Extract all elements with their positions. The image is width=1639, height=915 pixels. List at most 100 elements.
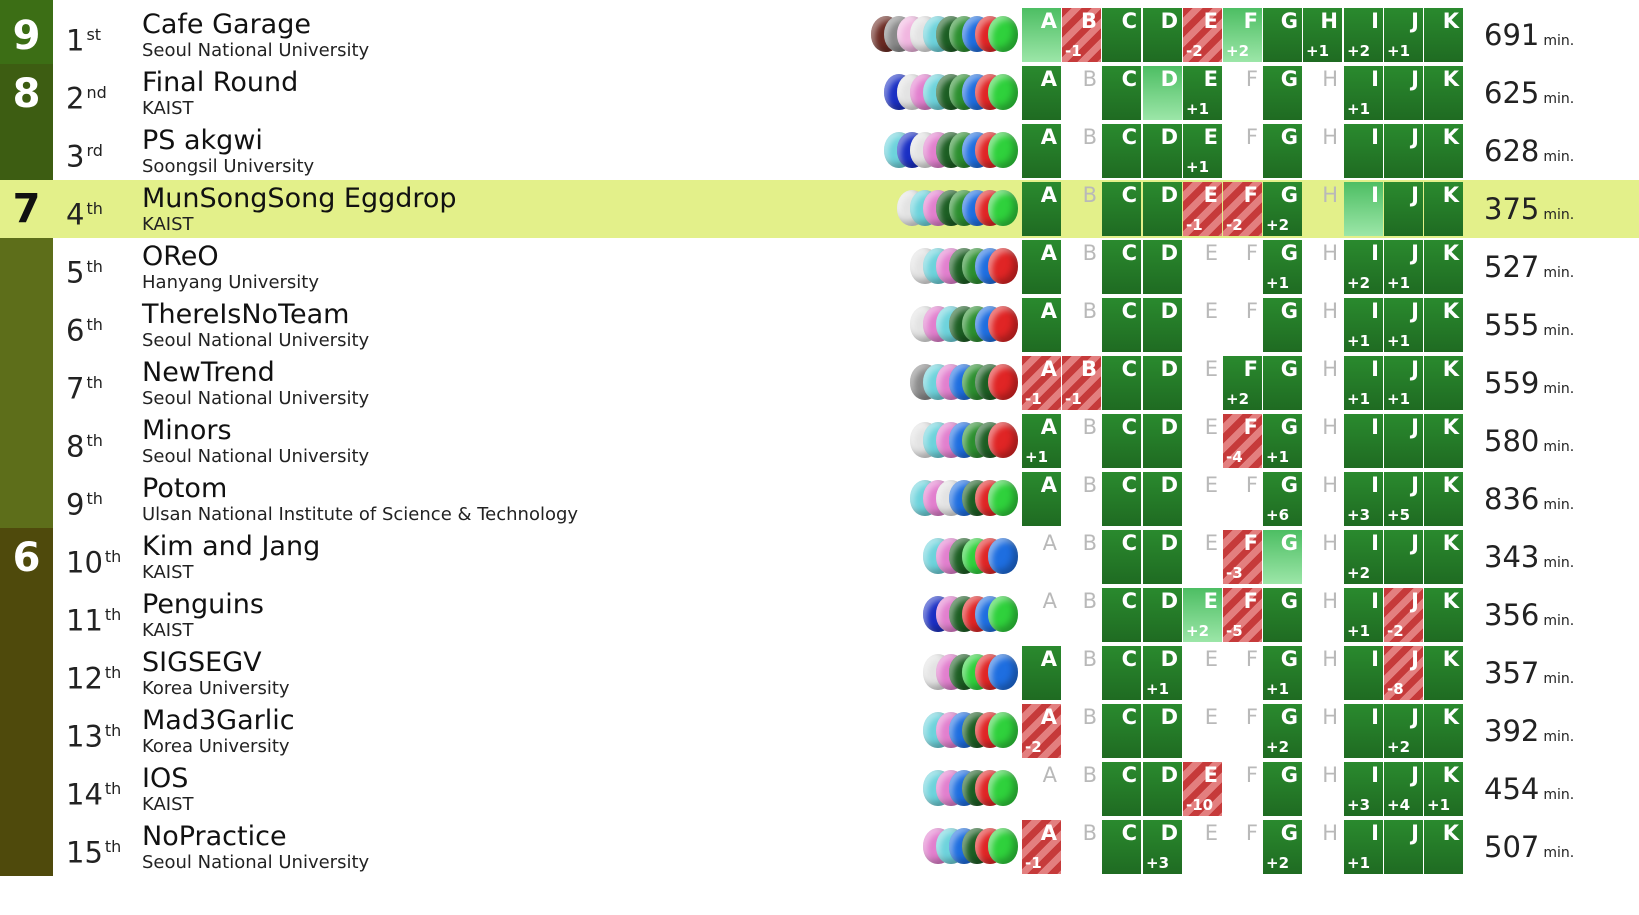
problem-cell[interactable]: B — [1062, 530, 1101, 584]
problem-cell[interactable]: I +1 — [1344, 356, 1383, 410]
problem-cell[interactable]: J +4 — [1384, 762, 1423, 816]
problem-cell[interactable]: K — [1424, 298, 1463, 352]
problem-cell[interactable]: C — [1102, 66, 1141, 120]
problem-cell[interactable]: K — [1424, 414, 1463, 468]
problem-cell[interactable]: A — [1022, 182, 1061, 236]
problem-cell[interactable]: I +1 — [1344, 298, 1383, 352]
problem-cell[interactable]: A — [1022, 66, 1061, 120]
problem-cell[interactable]: I — [1344, 124, 1383, 178]
problem-cell[interactable]: C — [1102, 182, 1141, 236]
problem-cell[interactable]: C — [1102, 414, 1141, 468]
problem-cell[interactable]: C — [1102, 298, 1141, 352]
problem-cell[interactable]: D — [1143, 182, 1182, 236]
problem-cell[interactable]: J -8 — [1384, 646, 1423, 700]
problem-cell[interactable]: I — [1344, 182, 1383, 236]
problem-cell[interactable]: K — [1424, 530, 1463, 584]
problem-cell[interactable]: H — [1303, 762, 1342, 816]
problem-cell[interactable]: H — [1303, 356, 1342, 410]
problem-cell[interactable]: B — [1062, 298, 1101, 352]
problem-cell[interactable]: D — [1143, 472, 1182, 526]
problem-cell[interactable]: E -2 — [1183, 8, 1222, 62]
problem-cell[interactable]: E — [1183, 530, 1222, 584]
problem-cell[interactable]: B — [1062, 762, 1101, 816]
problem-cell[interactable]: K — [1424, 646, 1463, 700]
problem-cell[interactable]: B — [1062, 240, 1101, 294]
problem-cell[interactable]: I +2 — [1344, 8, 1383, 62]
problem-cell[interactable]: C — [1102, 762, 1141, 816]
problem-cell[interactable]: F — [1223, 124, 1262, 178]
problem-cell[interactable]: J +1 — [1384, 356, 1423, 410]
problem-cell[interactable]: B — [1062, 414, 1101, 468]
problem-cell[interactable]: A — [1022, 472, 1061, 526]
problem-cell[interactable]: G — [1263, 588, 1302, 642]
problem-cell[interactable]: G — [1263, 124, 1302, 178]
problem-cell[interactable]: D — [1143, 8, 1182, 62]
problem-cell[interactable]: E +1 — [1183, 66, 1222, 120]
problem-cell[interactable]: H — [1303, 472, 1342, 526]
problem-cell[interactable]: C — [1102, 588, 1141, 642]
problem-cell[interactable]: H — [1303, 646, 1342, 700]
problem-cell[interactable]: H — [1303, 820, 1342, 874]
problem-cell[interactable]: J +1 — [1384, 240, 1423, 294]
problem-cell[interactable]: B — [1062, 124, 1101, 178]
problem-cell[interactable]: A -2 — [1022, 704, 1061, 758]
problem-cell[interactable]: J +1 — [1384, 298, 1423, 352]
problem-cell[interactable]: F — [1223, 704, 1262, 758]
problem-cell[interactable]: D — [1143, 530, 1182, 584]
problem-cell[interactable]: K — [1424, 66, 1463, 120]
problem-cell[interactable]: F — [1223, 646, 1262, 700]
problem-cell[interactable]: F — [1223, 820, 1262, 874]
problem-cell[interactable]: C — [1102, 646, 1141, 700]
problem-cell[interactable]: K — [1424, 182, 1463, 236]
problem-cell[interactable]: E — [1183, 472, 1222, 526]
problem-cell[interactable]: I +3 — [1344, 762, 1383, 816]
problem-cell[interactable]: B — [1062, 182, 1101, 236]
problem-cell[interactable]: G — [1263, 66, 1302, 120]
problem-cell[interactable]: A -1 — [1022, 820, 1061, 874]
problem-cell[interactable]: I +1 — [1344, 588, 1383, 642]
problem-cell[interactable]: A -1 — [1022, 356, 1061, 410]
problem-cell[interactable]: H — [1303, 124, 1342, 178]
problem-cell[interactable]: D — [1143, 588, 1182, 642]
problem-cell[interactable]: I +2 — [1344, 530, 1383, 584]
problem-cell[interactable]: I — [1344, 704, 1383, 758]
problem-cell[interactable]: B — [1062, 588, 1101, 642]
problem-cell[interactable]: C — [1102, 240, 1141, 294]
problem-cell[interactable]: A — [1022, 124, 1061, 178]
problem-cell[interactable]: K — [1424, 472, 1463, 526]
problem-cell[interactable]: J — [1384, 124, 1423, 178]
problem-cell[interactable]: F — [1223, 298, 1262, 352]
problem-cell[interactable]: F -2 — [1223, 182, 1262, 236]
problem-cell[interactable]: G +1 — [1263, 414, 1302, 468]
problem-cell[interactable]: B — [1062, 646, 1101, 700]
problem-cell[interactable]: C — [1102, 356, 1141, 410]
problem-cell[interactable]: I +1 — [1344, 820, 1383, 874]
problem-cell[interactable]: G +2 — [1263, 704, 1302, 758]
problem-cell[interactable]: F +2 — [1223, 8, 1262, 62]
problem-cell[interactable]: E -1 — [1183, 182, 1222, 236]
problem-cell[interactable]: I — [1344, 414, 1383, 468]
problem-cell[interactable]: H — [1303, 414, 1342, 468]
problem-cell[interactable]: A — [1022, 240, 1061, 294]
problem-cell[interactable]: K — [1424, 8, 1463, 62]
problem-cell[interactable]: J +5 — [1384, 472, 1423, 526]
problem-cell[interactable]: B — [1062, 66, 1101, 120]
problem-cell[interactable]: I +2 — [1344, 240, 1383, 294]
problem-cell[interactable]: F +2 — [1223, 356, 1262, 410]
problem-cell[interactable]: E — [1183, 704, 1222, 758]
problem-cell[interactable]: F -3 — [1223, 530, 1262, 584]
problem-cell[interactable]: F -4 — [1223, 414, 1262, 468]
problem-cell[interactable]: H +1 — [1303, 8, 1342, 62]
problem-cell[interactable]: B -1 — [1062, 8, 1101, 62]
